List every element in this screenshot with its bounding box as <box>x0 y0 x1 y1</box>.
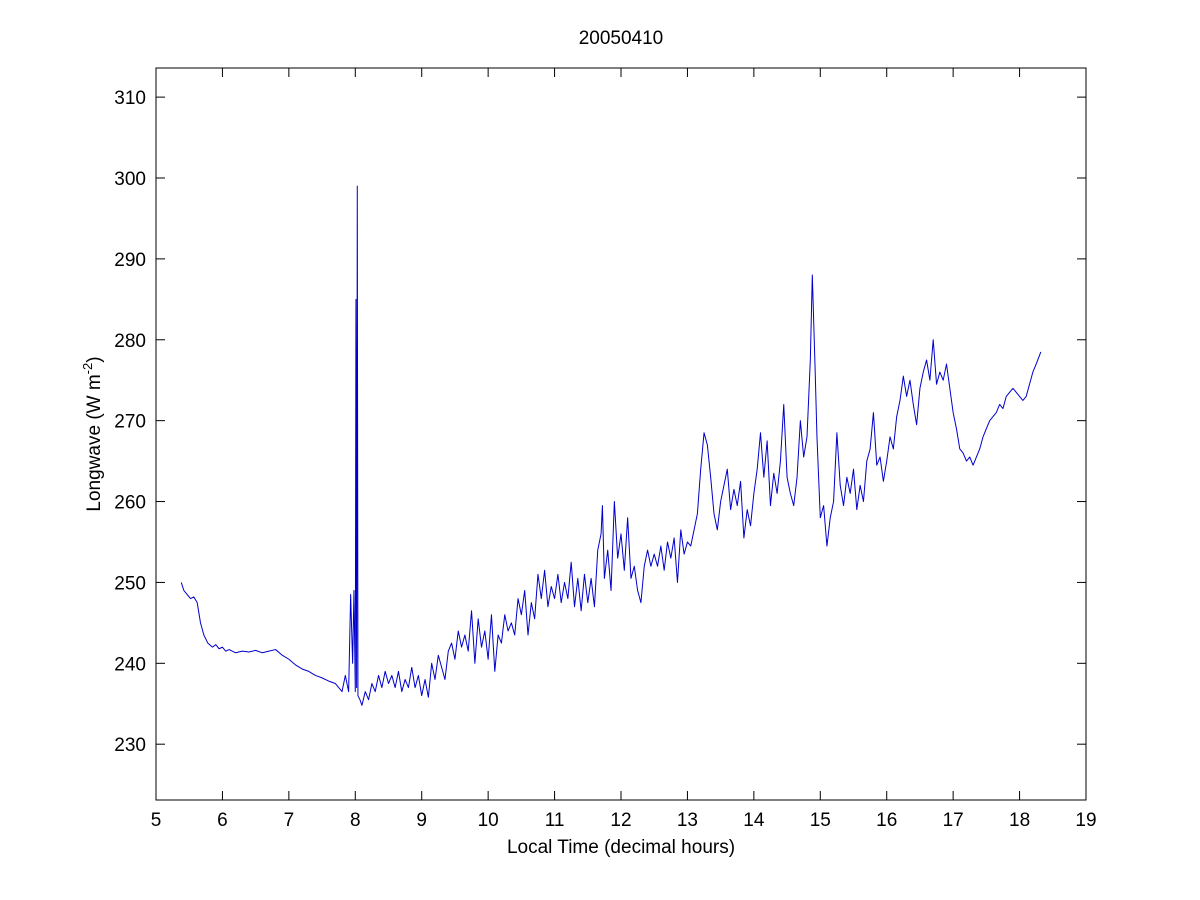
y-tick-label: 280 <box>114 331 146 352</box>
x-tick-label: 5 <box>151 810 162 831</box>
x-tick-label: 9 <box>416 810 427 831</box>
y-axis-label-text: Longwave (W m <box>84 374 105 511</box>
y-tick-label: 290 <box>114 250 146 271</box>
x-tick-label: 10 <box>478 810 499 831</box>
data-line <box>180 185 1042 706</box>
x-axis-label: Local Time (decimal hours) <box>507 837 735 858</box>
y-tick-label: 230 <box>114 735 146 756</box>
y-axis-label-suffix: ) <box>84 356 105 362</box>
x-tick-label: 15 <box>810 810 831 831</box>
x-tick-label: 8 <box>350 810 361 831</box>
y-tick-label: 310 <box>114 88 146 109</box>
x-tick-label: 6 <box>217 810 228 831</box>
y-axis-label-superscript: -2 <box>80 363 95 375</box>
y-tick-label: 270 <box>114 412 146 433</box>
x-tick-label: 12 <box>610 810 631 831</box>
x-tick-label: 18 <box>1009 810 1030 831</box>
x-tick-label: 13 <box>677 810 698 831</box>
y-tick-label: 240 <box>114 654 146 675</box>
x-tick-label: 16 <box>876 810 897 831</box>
x-tick-label: 17 <box>943 810 964 831</box>
y-axis-label: Longwave (W m-2) <box>80 356 105 511</box>
x-tick-label: 7 <box>284 810 295 831</box>
y-tick-label: 260 <box>114 493 146 514</box>
y-tick-label: 250 <box>114 573 146 594</box>
x-tick-label: 19 <box>1075 810 1096 831</box>
y-tick-label: 300 <box>114 169 146 190</box>
chart-title: 20050410 <box>579 28 664 49</box>
x-tick-label: 14 <box>743 810 765 831</box>
x-tick-label: 11 <box>545 810 565 831</box>
